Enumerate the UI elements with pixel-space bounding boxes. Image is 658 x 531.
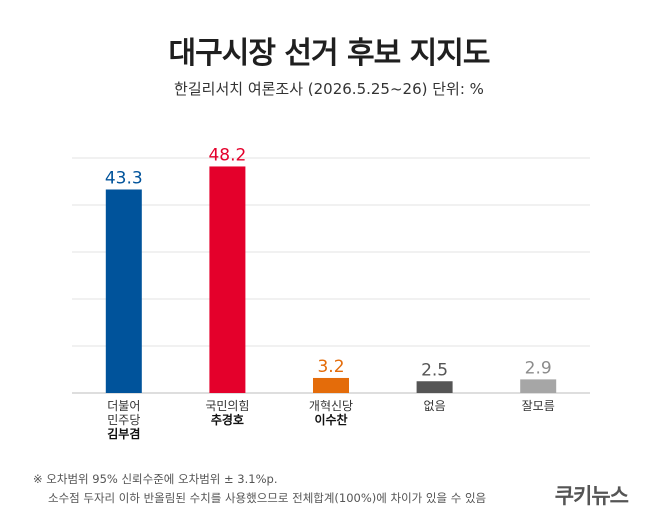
bar-1: [105, 189, 142, 393]
data-label-3: 3.2: [317, 357, 344, 377]
footnote-margin-of-error: ※ 오차범위 95% 신뢰수준에 오차범위 ± 3.1%p.: [33, 472, 278, 486]
tick-label-party: 더불어: [107, 399, 140, 413]
tick-label-party: 개혁신당: [309, 399, 353, 413]
chart-subtitle: 한길리서치 여론조사 (2026.5.25~26) 단위: %: [174, 80, 484, 98]
data-label-1: 43.3: [105, 168, 143, 188]
bar-2: [209, 166, 246, 393]
footnote-rounding: 소수점 두자리 이하 반올림된 수치를 사용했으므로 전체합계(100%)에 차…: [48, 491, 487, 505]
tick-label-candidate: 이수찬: [314, 412, 347, 427]
tick-label-party: 국민의힘: [205, 399, 249, 413]
data-label-4: 2.5: [421, 360, 448, 380]
tick-label-party: 없음: [424, 399, 446, 413]
data-label-2: 48.2: [208, 145, 246, 165]
bar-4: [416, 381, 453, 393]
bar-5: [520, 379, 557, 393]
brand-logo: 쿠키뉴스: [554, 484, 629, 508]
chart-title: 대구시장 선거 후보 지지도: [168, 36, 491, 71]
tick-label-candidate: 김부겸: [107, 426, 140, 441]
tick-label-party: 잘모름: [522, 399, 555, 413]
tick-label-candidate: 추경호: [211, 412, 244, 427]
bar-3: [313, 377, 349, 393]
tick-label-party: 민주당: [107, 413, 140, 427]
data-label-5: 2.9: [525, 358, 552, 378]
